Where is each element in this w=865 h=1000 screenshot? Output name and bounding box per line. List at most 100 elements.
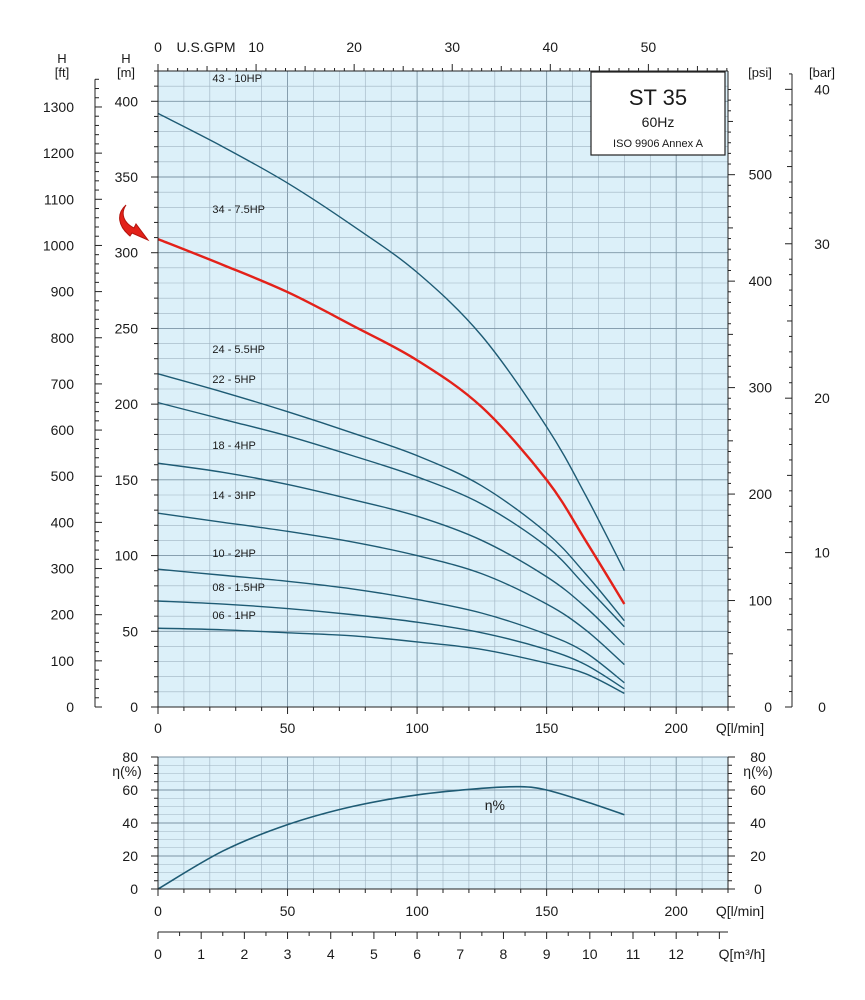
x-tick-label: 50: [280, 720, 296, 736]
series-label: η%: [485, 797, 505, 813]
y-tick-label: 40: [122, 815, 138, 831]
y-tick-label: 80: [122, 749, 138, 765]
y-tick-label: 150: [115, 472, 139, 488]
series-label: 43 - 10HP: [212, 73, 262, 85]
y-tick-label: 60: [122, 782, 138, 798]
series-label: 22 - 5HP: [212, 374, 255, 386]
gpm-tick-label: 10: [248, 39, 264, 55]
m3h-tick-label: 4: [327, 946, 335, 962]
m3h-tick-label: 8: [500, 946, 508, 962]
m3h-tick-label: 3: [284, 946, 292, 962]
x-tick-label: 150: [535, 720, 559, 736]
series-label: 10 - 2HP: [212, 548, 255, 560]
x-axis-title: Q[l/min]: [716, 720, 764, 736]
bar-tick-label: 0: [818, 699, 826, 715]
x-tick-label: 200: [665, 903, 689, 919]
chart-title: ST 35: [629, 85, 687, 110]
ft-tick-label: 300: [51, 561, 75, 577]
psi-tick-label: 500: [749, 167, 773, 183]
y-tick-label: 400: [115, 93, 139, 109]
efficiency-curve: η%: [157, 785, 625, 890]
y-axis-title: H: [121, 51, 130, 66]
ft-axis-unit: [ft]: [55, 65, 69, 80]
series-label: 34 - 7.5HP: [212, 204, 265, 216]
y-axis-title-right: η(%): [743, 763, 773, 779]
series-line: [157, 401, 625, 628]
highlight-arrow-icon: [119, 204, 150, 242]
bar-tick-label: 40: [814, 81, 830, 97]
ft-axis-title: H: [57, 51, 66, 66]
y-tick-label: 50: [122, 623, 138, 639]
series-label: 14 - 3HP: [212, 490, 255, 502]
psi-tick-label: 200: [749, 486, 773, 502]
bar-tick-label: 20: [814, 390, 830, 406]
gpm-tick-label: 40: [543, 39, 559, 55]
bar-tick-label: 10: [814, 545, 830, 561]
ft-tick-label: 900: [51, 284, 75, 300]
m3h-tick-label: 6: [413, 946, 421, 962]
series-line: [157, 112, 625, 572]
m3h-tick-label: 9: [543, 946, 551, 962]
y-tick-label-right: 20: [750, 848, 766, 864]
y-tick-label: 350: [115, 169, 139, 185]
y-tick-label-right: 0: [754, 881, 762, 897]
m3h-tick-label: 0: [154, 946, 162, 962]
psi-axis-unit: [psi]: [748, 65, 772, 80]
y-tick-label-right: 40: [750, 815, 766, 831]
x-tick-label: 150: [535, 903, 559, 919]
psi-tick-label: 400: [749, 273, 773, 289]
ft-tick-label: 0: [66, 699, 74, 715]
x-tick-label: 100: [405, 903, 429, 919]
gpm-tick-label: 20: [346, 39, 362, 55]
chart-standard: ISO 9906 Annex A: [613, 138, 704, 150]
y-axis-title: η(%): [112, 763, 142, 779]
series-line: [157, 600, 625, 690]
y-tick-label: 0: [130, 699, 138, 715]
gpm-axis-title: U.S.GPM: [176, 39, 235, 55]
series-label: 18 - 4HP: [212, 440, 255, 452]
ft-tick-label: 200: [51, 607, 75, 623]
psi-tick-label: 300: [749, 380, 773, 396]
bar-axis-unit: [bar]: [809, 65, 835, 80]
series-label: 06 - 1HP: [212, 610, 255, 622]
ft-tick-label: 800: [51, 330, 75, 346]
m3h-tick-label: 11: [626, 946, 641, 962]
ft-tick-label: 1100: [44, 191, 74, 207]
x-tick-label: 0: [154, 720, 162, 736]
series-line: [157, 785, 625, 890]
psi-tick-label: 100: [749, 593, 773, 609]
bar-tick-label: 30: [814, 236, 830, 252]
x-tick-label: 200: [665, 720, 689, 736]
m3h-tick-label: 12: [668, 946, 684, 962]
m3h-tick-label: 2: [240, 946, 248, 962]
ft-tick-label: 600: [51, 422, 75, 438]
series-label: 24 - 5.5HP: [212, 344, 265, 356]
m3h-tick-label: 7: [456, 946, 464, 962]
ft-tick-label: 1000: [43, 237, 74, 253]
x-tick-label: 100: [405, 720, 429, 736]
series-label: 08 - 1.5HP: [212, 582, 265, 594]
m3h-tick-label: 10: [582, 946, 598, 962]
y-tick-label: 0: [130, 881, 138, 897]
head-plot-axes: 050100150200250300350400H[m]010020030040…: [43, 39, 835, 736]
y-tick-label: 250: [115, 320, 139, 336]
x-axis-title: Q[l/min]: [716, 903, 764, 919]
psi-tick-label: 0: [764, 699, 772, 715]
y-axis-unit: [m]: [117, 65, 135, 80]
y-tick-label-right: 60: [750, 782, 766, 798]
m3h-axis-title: Q[m³/h]: [719, 946, 766, 962]
ft-tick-label: 1300: [43, 99, 74, 115]
title-box: ST 35 60Hz ISO 9906 Annex A: [590, 71, 726, 156]
ft-tick-label: 500: [51, 468, 75, 484]
gpm-tick-label: 30: [444, 39, 460, 55]
series-line: [157, 462, 625, 646]
x-tick-label: 50: [280, 903, 296, 919]
y-tick-label: 20: [122, 848, 138, 864]
y-tick-label: 100: [115, 548, 139, 564]
gpm-tick-label: 0: [154, 39, 162, 55]
x-tick-label: 0: [154, 903, 162, 919]
y-tick-label: 300: [115, 245, 139, 261]
chart-subtitle: 60Hz: [642, 114, 675, 130]
